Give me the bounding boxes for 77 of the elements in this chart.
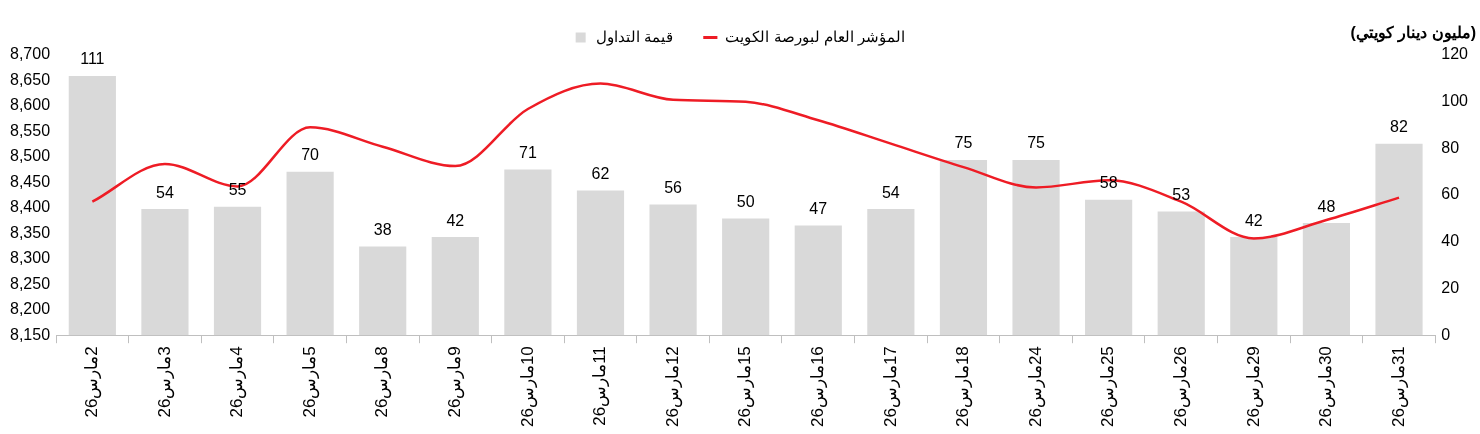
- data-label: 47: [809, 199, 828, 217]
- x-tick-label: 29مارس26: [1243, 346, 1264, 428]
- bar: [1230, 237, 1278, 336]
- y-tick-label: 8,350: [9, 223, 51, 241]
- x-tick-label: 16مارس26: [807, 346, 828, 428]
- bar: [939, 160, 988, 336]
- x-tick-label: 17مارس26: [880, 346, 901, 428]
- y-tick-label: 8,250: [9, 274, 51, 292]
- bar: [867, 209, 915, 336]
- bar: [1302, 223, 1351, 336]
- x-tick-label: 18مارس26: [953, 346, 974, 428]
- y2-tick-label: 60: [1441, 185, 1460, 203]
- data-label: 70: [301, 146, 320, 164]
- data-label: 50: [736, 192, 755, 210]
- bar: [431, 237, 479, 336]
- bar: [68, 76, 116, 336]
- data-label: 42: [446, 211, 465, 229]
- y2-tick-label: 80: [1441, 138, 1460, 156]
- data-label: 62: [591, 164, 610, 182]
- data-label: 56: [664, 178, 683, 196]
- data-label: 38: [373, 220, 392, 238]
- bar: [1157, 211, 1205, 336]
- y-tick-label: 8,200: [9, 300, 51, 318]
- bar: [213, 206, 262, 336]
- x-tick-label: 10مارس26: [517, 346, 538, 428]
- x-tick-label: 4مارس26: [227, 346, 248, 418]
- y2-tick-label: 40: [1441, 232, 1460, 250]
- y2-tick-label: 100: [1441, 92, 1469, 110]
- x-tick-label: 5مارس26: [299, 346, 320, 418]
- x-tick-label: 15مارس26: [735, 346, 756, 428]
- x-tick-label: 24مارس26: [1025, 346, 1046, 428]
- bar: [286, 171, 334, 336]
- x-tick-label: 11مارس26: [590, 346, 611, 426]
- data-label: 75: [954, 134, 973, 152]
- data-label: 53: [1172, 185, 1191, 203]
- x-tick-label: 12مارس26: [662, 346, 683, 428]
- y-tick-label: 8,600: [9, 96, 51, 114]
- bar: [1375, 143, 1423, 336]
- y-tick-label: 8,550: [9, 121, 51, 139]
- bar: [1012, 160, 1060, 336]
- y2-tick-label: 120: [1441, 45, 1469, 63]
- y-tick-label: 8,650: [9, 70, 51, 88]
- x-tick-label: 9مارس26: [444, 346, 465, 418]
- y-tick-label: 8,300: [9, 249, 51, 267]
- data-label: 75: [1027, 134, 1046, 152]
- x-tick-label: 30مارس26: [1316, 346, 1337, 428]
- data-label: 54: [156, 183, 174, 201]
- x-tick-label: 26مارس26: [1170, 346, 1191, 428]
- y-tick-label: 8,400: [9, 198, 51, 216]
- x-tick-label: 2مارس26: [82, 346, 103, 418]
- bar: [649, 204, 697, 336]
- bar: [359, 246, 407, 336]
- y-tick-label: 8,700: [9, 45, 51, 63]
- data-label: 48: [1317, 197, 1336, 215]
- bar: [722, 218, 770, 336]
- data-label: 82: [1390, 118, 1409, 136]
- data-label: 42: [1244, 211, 1263, 229]
- bar: [141, 209, 189, 336]
- legend-label: قيمة التداول: [595, 27, 673, 46]
- legend-label: المؤشر العام لبورصة الكويت: [725, 27, 905, 46]
- y-tick-label: 8,450: [9, 172, 51, 190]
- y2-axis-title: (مليون دينار كويتي): [1350, 24, 1476, 44]
- bar: [576, 190, 625, 336]
- bar: [504, 169, 552, 336]
- x-tick-label: 8مارس26: [372, 346, 393, 418]
- y2-tick-label: 0: [1441, 325, 1451, 343]
- data-label: 111: [80, 50, 105, 68]
- x-tick-label: 31مارس26: [1388, 346, 1409, 428]
- x-tick-label: 3مارس26: [154, 346, 175, 418]
- data-label: 71: [518, 143, 537, 161]
- y-tick-label: 8,150: [9, 325, 51, 343]
- y2-tick-label: 20: [1441, 278, 1460, 296]
- data-label: 54: [881, 183, 900, 201]
- bar: [1085, 199, 1133, 336]
- bar: [794, 225, 842, 336]
- x-tick-label: 25مارس26: [1098, 346, 1119, 428]
- y-tick-label: 8,500: [9, 147, 51, 165]
